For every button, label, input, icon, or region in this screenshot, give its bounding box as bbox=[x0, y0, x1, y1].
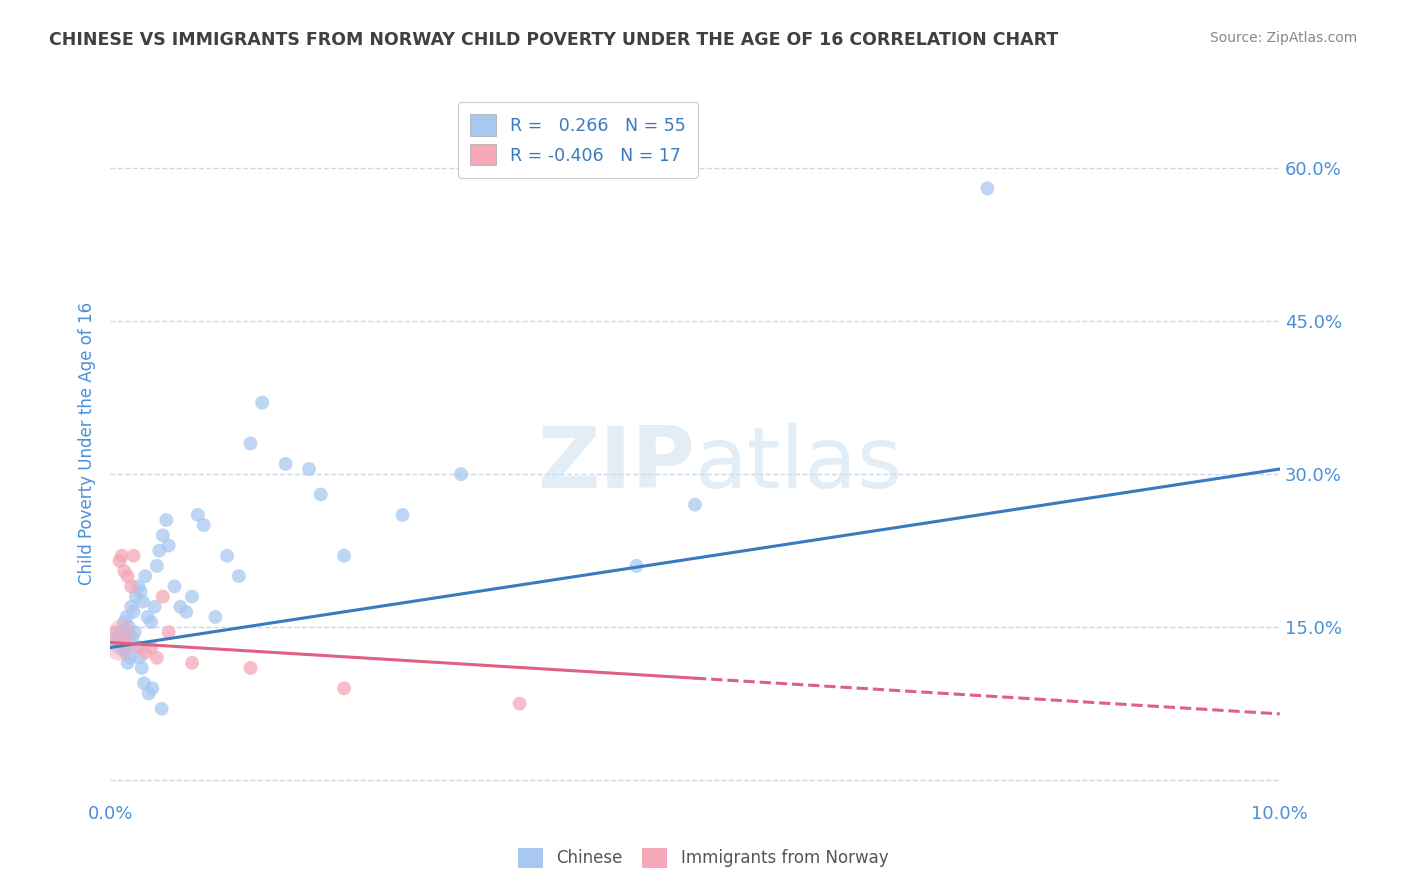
Point bbox=[138, 686, 160, 700]
Point bbox=[139, 640, 162, 655]
Point bbox=[125, 590, 148, 604]
Point bbox=[131, 661, 153, 675]
Point bbox=[122, 549, 145, 563]
Point bbox=[111, 640, 134, 655]
Point bbox=[121, 631, 143, 645]
Point bbox=[112, 615, 135, 629]
Point bbox=[128, 650, 150, 665]
Point bbox=[105, 635, 128, 649]
Point bbox=[152, 528, 174, 542]
Point bbox=[120, 579, 142, 593]
Point bbox=[239, 661, 262, 675]
Point bbox=[139, 615, 162, 629]
Point bbox=[118, 620, 141, 634]
Point bbox=[450, 467, 472, 482]
Text: CHINESE VS IMMIGRANTS FROM NORWAY CHILD POVERTY UNDER THE AGE OF 16 CORRELATION : CHINESE VS IMMIGRANTS FROM NORWAY CHILD … bbox=[49, 31, 1059, 49]
Point bbox=[112, 564, 135, 578]
Point bbox=[132, 676, 155, 690]
Text: ZIP: ZIP bbox=[537, 424, 695, 507]
Point bbox=[217, 549, 239, 563]
Point bbox=[239, 436, 262, 450]
Point bbox=[134, 646, 156, 660]
Point bbox=[111, 635, 134, 649]
Point bbox=[150, 702, 173, 716]
Point bbox=[152, 590, 174, 604]
Text: atlas: atlas bbox=[695, 424, 903, 507]
Point bbox=[181, 656, 204, 670]
Point bbox=[129, 584, 152, 599]
Point bbox=[111, 625, 134, 640]
Point bbox=[108, 554, 131, 568]
Point bbox=[124, 625, 146, 640]
Point bbox=[391, 508, 413, 522]
Point bbox=[134, 569, 156, 583]
Point bbox=[136, 610, 159, 624]
Point bbox=[163, 579, 186, 593]
Point bbox=[117, 656, 139, 670]
Legend: Chinese, Immigrants from Norway: Chinese, Immigrants from Norway bbox=[510, 841, 896, 875]
Point bbox=[976, 181, 998, 195]
Y-axis label: Child Poverty Under the Age of 16: Child Poverty Under the Age of 16 bbox=[79, 301, 96, 585]
Point bbox=[146, 558, 169, 573]
Point bbox=[250, 395, 273, 409]
Point bbox=[228, 569, 250, 583]
Point bbox=[626, 558, 648, 573]
Point bbox=[683, 498, 706, 512]
Point bbox=[181, 590, 204, 604]
Point bbox=[169, 599, 191, 614]
Point bbox=[108, 640, 131, 655]
Legend: R =   0.266   N = 55, R = -0.406   N = 17: R = 0.266 N = 55, R = -0.406 N = 17 bbox=[458, 103, 697, 178]
Point bbox=[125, 640, 148, 655]
Point bbox=[157, 539, 180, 553]
Point bbox=[105, 625, 128, 640]
Point bbox=[174, 605, 197, 619]
Text: Source: ZipAtlas.com: Source: ZipAtlas.com bbox=[1209, 31, 1357, 45]
Point bbox=[108, 635, 131, 649]
Point bbox=[128, 640, 150, 655]
Point bbox=[110, 631, 132, 645]
Point bbox=[111, 549, 134, 563]
Point bbox=[115, 610, 138, 624]
Point bbox=[111, 625, 134, 640]
Point bbox=[112, 631, 135, 645]
Point bbox=[118, 650, 141, 665]
Point bbox=[187, 508, 209, 522]
Point bbox=[155, 513, 177, 527]
Point bbox=[309, 487, 332, 501]
Point bbox=[143, 599, 166, 614]
Point bbox=[509, 697, 531, 711]
Point bbox=[114, 646, 136, 660]
Point bbox=[298, 462, 321, 476]
Point bbox=[117, 569, 139, 583]
Point bbox=[204, 610, 226, 624]
Point bbox=[120, 599, 142, 614]
Point bbox=[333, 681, 356, 696]
Point bbox=[148, 543, 170, 558]
Point bbox=[122, 605, 145, 619]
Point bbox=[141, 681, 163, 696]
Point bbox=[193, 518, 215, 533]
Point bbox=[132, 594, 155, 608]
Point bbox=[274, 457, 297, 471]
Point bbox=[157, 625, 180, 640]
Point bbox=[127, 579, 149, 593]
Point bbox=[333, 549, 356, 563]
Point bbox=[146, 650, 169, 665]
